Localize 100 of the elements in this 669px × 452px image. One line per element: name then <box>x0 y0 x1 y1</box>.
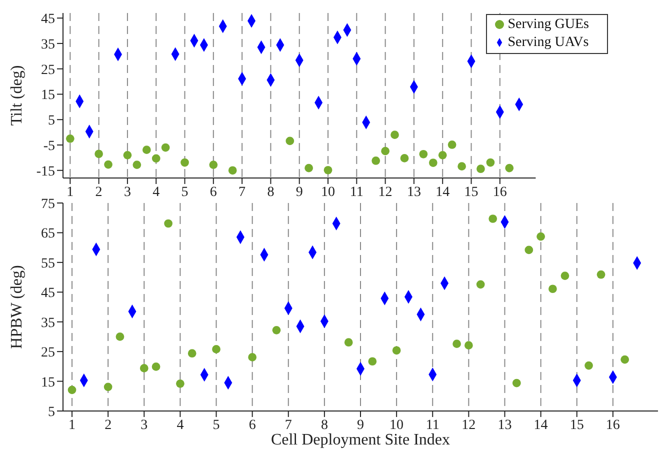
point <box>392 346 401 355</box>
point <box>452 340 461 348</box>
y-tick-label: 25 <box>41 346 55 361</box>
point <box>140 364 148 372</box>
x-tick-label: 9 <box>357 418 364 433</box>
point <box>464 341 473 350</box>
y-tick-label: 35 <box>41 316 55 331</box>
point <box>324 166 332 174</box>
x-tick-label: 1 <box>66 184 74 200</box>
x-tick-label: 16 <box>492 184 507 200</box>
point <box>132 160 142 169</box>
x-tick-label: 13 <box>406 184 421 200</box>
point <box>536 232 545 241</box>
point <box>400 154 409 162</box>
point <box>372 156 380 165</box>
point <box>368 357 377 366</box>
point <box>66 134 74 143</box>
point <box>596 270 606 279</box>
y-tick-label: 15 <box>41 88 55 104</box>
x-tick-label: 13 <box>498 418 512 433</box>
x-tick-label: 4 <box>176 418 184 433</box>
x-tick-label: 9 <box>296 184 303 200</box>
point <box>228 166 237 175</box>
point <box>161 143 170 152</box>
point <box>390 130 399 140</box>
y-tick-label: -5 <box>43 138 55 154</box>
point <box>548 284 557 294</box>
point <box>419 150 428 158</box>
point <box>272 326 281 334</box>
y-tick-label: 5 <box>48 404 55 420</box>
point <box>104 160 112 169</box>
point <box>428 158 438 167</box>
x-tick-label: 8 <box>267 184 274 200</box>
point <box>152 154 160 163</box>
x-tick-label: 3 <box>124 184 131 200</box>
point <box>286 136 294 146</box>
y-tick-label: 25 <box>41 62 55 78</box>
point <box>164 219 172 228</box>
y-tick-label: 45 <box>41 12 55 28</box>
x-tick-label: 16 <box>606 418 620 433</box>
point <box>476 280 485 289</box>
x-tick-label: 1 <box>68 418 76 433</box>
point <box>142 146 151 154</box>
y-tick-label: 65 <box>41 226 55 242</box>
x-tick-label: 5 <box>181 184 188 200</box>
point <box>123 150 132 160</box>
x-tick-label: 8 <box>320 418 328 433</box>
point <box>438 150 447 160</box>
x-tick-label: 10 <box>321 184 336 200</box>
x-tick-label: 14 <box>436 184 450 200</box>
point <box>212 345 220 354</box>
point <box>458 162 466 170</box>
point <box>180 158 189 167</box>
point <box>488 214 498 223</box>
legend-label: Serving UAVs <box>508 35 589 50</box>
y-axis-title: HPBW (deg) <box>8 265 26 349</box>
point <box>476 164 485 174</box>
point <box>188 349 196 358</box>
y-tick-label: 55 <box>41 256 55 272</box>
point <box>486 158 495 167</box>
point <box>94 150 103 158</box>
point <box>524 246 534 254</box>
x-tick-label: 7 <box>284 418 292 433</box>
x-tick-label: 12 <box>378 184 392 200</box>
x-tick-label: 2 <box>95 184 102 200</box>
point <box>560 272 570 280</box>
point <box>304 164 313 172</box>
y-tick-label: 35 <box>41 37 55 52</box>
point <box>448 140 456 149</box>
y-tick-label: 75 <box>41 196 55 212</box>
y-tick-label: -15 <box>36 164 55 180</box>
x-tick-label: 4 <box>152 184 160 200</box>
x-tick-label: 7 <box>238 184 246 200</box>
point <box>248 353 256 362</box>
x-tick-label: 6 <box>248 418 256 433</box>
x-tick-label: 2 <box>104 418 112 433</box>
x-tick-label: 6 <box>210 184 217 200</box>
point <box>68 386 76 394</box>
y-tick-label: 15 <box>41 375 55 390</box>
point <box>584 361 593 370</box>
x-tick-label: 11 <box>350 184 364 200</box>
x-tick-label: 15 <box>570 418 584 433</box>
point <box>176 379 184 388</box>
point <box>344 338 353 347</box>
point <box>152 362 160 371</box>
y-tick-label: 45 <box>41 286 55 302</box>
point <box>209 160 218 169</box>
x-tick-label: 12 <box>462 418 476 433</box>
point <box>505 164 514 172</box>
y-tick-label: 5 <box>48 114 55 129</box>
x-tick-label: 14 <box>534 418 548 433</box>
point <box>620 355 630 364</box>
point <box>104 382 112 392</box>
legend-label: Serving GUEs <box>508 17 589 32</box>
x-tick-label: 11 <box>426 418 440 433</box>
x-tick-label: 3 <box>140 418 148 433</box>
y-axis-title: Tilt (deg) <box>8 65 26 126</box>
x-tick-label: 10 <box>390 418 404 433</box>
x-tick-label: 15 <box>464 184 478 200</box>
point <box>512 378 521 388</box>
